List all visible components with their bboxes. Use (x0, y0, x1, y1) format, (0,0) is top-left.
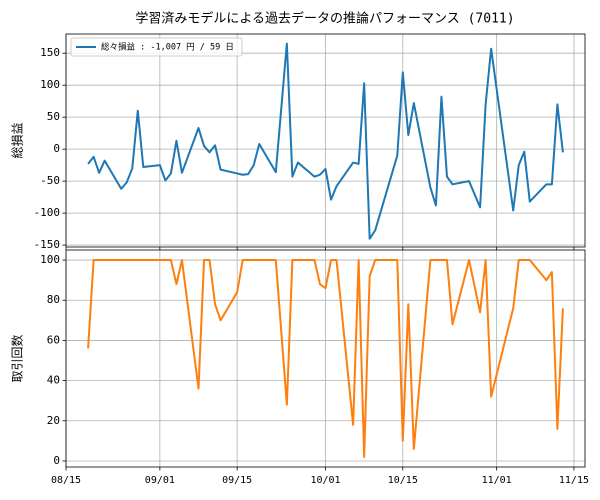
y-tick-label: 0 (53, 142, 60, 155)
legend-label: 総々損益 : -1,007 円 / 59 日 (101, 42, 234, 53)
plot-frame (65, 33, 586, 248)
y-tick-label: 50 (47, 110, 60, 123)
y-axis-label: 総損益 (10, 122, 25, 158)
y-tick-label: 100 (40, 253, 60, 266)
y-tick-label: 150 (40, 46, 60, 59)
data-line (87, 259, 564, 458)
x-tick-label: 11/01 (482, 475, 512, 486)
y-tick-label: -50 (40, 174, 60, 187)
x-tick-label: 08/15 (51, 475, 81, 486)
y-tick-label: 40 (47, 374, 60, 387)
plot-frame (65, 249, 586, 468)
y-tick-label: 60 (47, 333, 60, 346)
y-tick-label: 100 (40, 78, 60, 91)
x-tick-label: 09/01 (145, 475, 175, 486)
x-tick-label: 11/15 (559, 475, 589, 486)
chart-title: 学習済みモデルによる過去データの推論パフォーマンス (7011) (135, 11, 514, 27)
data-line (87, 42, 564, 240)
y-tick-label: 80 (47, 293, 60, 306)
x-tick-label: 10/15 (388, 475, 418, 486)
y-tick-label: 0 (53, 454, 60, 467)
y-tick-label: -100 (34, 206, 61, 219)
y-tick-label: 20 (47, 414, 60, 427)
legend-box (70, 37, 243, 57)
y-tick-label: -150 (34, 238, 61, 251)
x-tick-label: 09/15 (222, 475, 252, 486)
y-axis-label: 取引回数 (10, 334, 25, 382)
x-tick-label: 10/01 (310, 475, 340, 486)
